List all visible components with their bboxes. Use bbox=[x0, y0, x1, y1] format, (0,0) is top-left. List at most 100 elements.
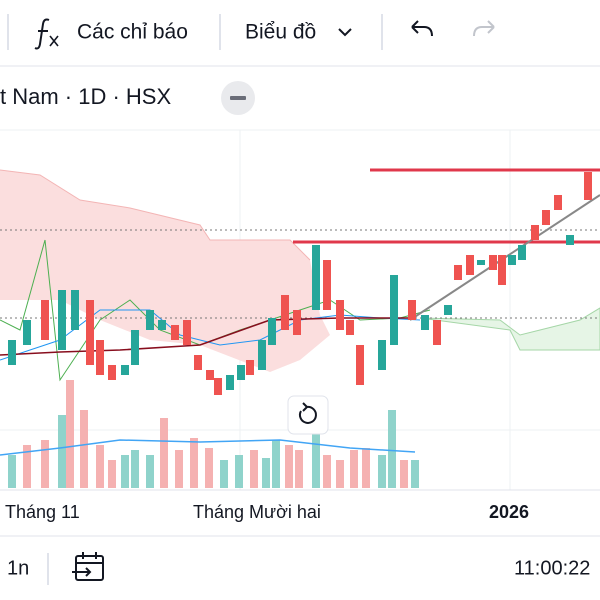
volume-bar bbox=[8, 455, 16, 488]
span-line bbox=[0, 169, 311, 261]
candle bbox=[508, 255, 516, 265]
reset-button bbox=[287, 395, 329, 435]
volume-bar bbox=[272, 440, 280, 488]
candle bbox=[226, 375, 234, 390]
volume-bar bbox=[250, 450, 258, 488]
candle bbox=[408, 300, 416, 320]
volume-bar bbox=[388, 410, 396, 488]
candle bbox=[421, 315, 429, 330]
volume-bar bbox=[323, 455, 331, 488]
volume-bar bbox=[411, 460, 419, 488]
candle bbox=[518, 245, 526, 260]
collapse-icon bbox=[230, 96, 246, 100]
candle bbox=[312, 245, 320, 310]
volume-bar bbox=[285, 445, 293, 488]
volume-bar bbox=[378, 455, 386, 488]
chart-type-button[interactable]: Biểu đồ bbox=[245, 21, 316, 44]
candles bbox=[8, 172, 592, 395]
candle bbox=[96, 340, 104, 375]
candle bbox=[146, 310, 154, 330]
fx-icon[interactable] bbox=[34, 18, 59, 50]
volume-bar bbox=[400, 460, 408, 488]
time-label: Tháng 11 bbox=[5, 502, 80, 522]
candle bbox=[131, 330, 139, 365]
volume-ma bbox=[0, 439, 416, 456]
cloud-bull bbox=[419, 307, 600, 351]
volume-bar bbox=[66, 380, 74, 488]
candle bbox=[108, 365, 116, 380]
range-button[interactable]: 1n bbox=[7, 557, 29, 579]
lagging-line bbox=[0, 239, 431, 382]
volume-bar bbox=[235, 455, 243, 488]
volume-bar bbox=[190, 438, 198, 488]
dropdown-icon[interactable] bbox=[338, 28, 352, 37]
volume-bar bbox=[220, 460, 228, 488]
volume-bar bbox=[121, 455, 129, 488]
candle bbox=[268, 318, 276, 345]
candle bbox=[531, 225, 539, 240]
volume-bar bbox=[108, 460, 116, 488]
candle bbox=[158, 320, 166, 330]
volume-bar bbox=[350, 450, 358, 488]
candle bbox=[346, 320, 354, 335]
candle bbox=[206, 370, 214, 380]
candle bbox=[246, 360, 254, 375]
conversion-line bbox=[0, 309, 421, 361]
volume-bar bbox=[160, 418, 168, 488]
candle bbox=[444, 305, 452, 315]
volume-bar bbox=[146, 455, 154, 488]
candle bbox=[71, 290, 79, 330]
reset-icon bbox=[298, 402, 317, 424]
symbol-title: t Nam · 1D · HSX bbox=[0, 84, 171, 109]
undo-icon[interactable] bbox=[411, 20, 433, 37]
candle bbox=[584, 172, 592, 200]
volume-bar bbox=[41, 440, 49, 488]
volume-bar bbox=[312, 430, 320, 488]
candle bbox=[466, 255, 474, 275]
volume-bar bbox=[336, 460, 344, 488]
candle bbox=[454, 265, 462, 280]
candle bbox=[542, 210, 550, 225]
candle bbox=[356, 345, 364, 385]
candle bbox=[293, 310, 301, 335]
volume-bar bbox=[80, 410, 88, 488]
candle bbox=[433, 320, 441, 345]
candle bbox=[58, 290, 66, 350]
candle bbox=[183, 320, 191, 345]
cloud-bear bbox=[0, 170, 330, 372]
candle bbox=[281, 295, 289, 330]
candle bbox=[86, 300, 94, 365]
volume-bar bbox=[295, 450, 303, 488]
chart-plot bbox=[0, 129, 600, 490]
candle bbox=[194, 355, 202, 370]
candle bbox=[390, 275, 398, 345]
candle bbox=[378, 340, 386, 370]
date-range-icon[interactable] bbox=[72, 552, 104, 581]
toolbar bbox=[0, 0, 600, 66]
candle bbox=[75, 555, 104, 581]
time-label: 2026 bbox=[489, 502, 529, 522]
indicators-button[interactable]: Các chỉ báo bbox=[77, 21, 188, 44]
candle bbox=[489, 255, 497, 270]
candle bbox=[323, 260, 331, 310]
redo-icon[interactable] bbox=[473, 20, 495, 37]
candle bbox=[566, 235, 574, 245]
candle bbox=[23, 320, 31, 345]
candle bbox=[554, 195, 562, 210]
candle bbox=[41, 300, 49, 340]
clock: 11:00:22 bbox=[514, 557, 590, 579]
volume-bar bbox=[175, 450, 183, 488]
volume-bar bbox=[205, 448, 213, 488]
volume-bar bbox=[362, 448, 370, 488]
candle bbox=[477, 260, 485, 265]
time-label: Tháng Mười hai bbox=[193, 502, 321, 522]
candle bbox=[8, 340, 16, 365]
candle bbox=[237, 365, 245, 380]
candle bbox=[258, 340, 266, 370]
volume-bar bbox=[262, 458, 270, 488]
candle bbox=[336, 300, 344, 330]
volume-bars bbox=[8, 380, 419, 488]
candle bbox=[121, 365, 129, 375]
